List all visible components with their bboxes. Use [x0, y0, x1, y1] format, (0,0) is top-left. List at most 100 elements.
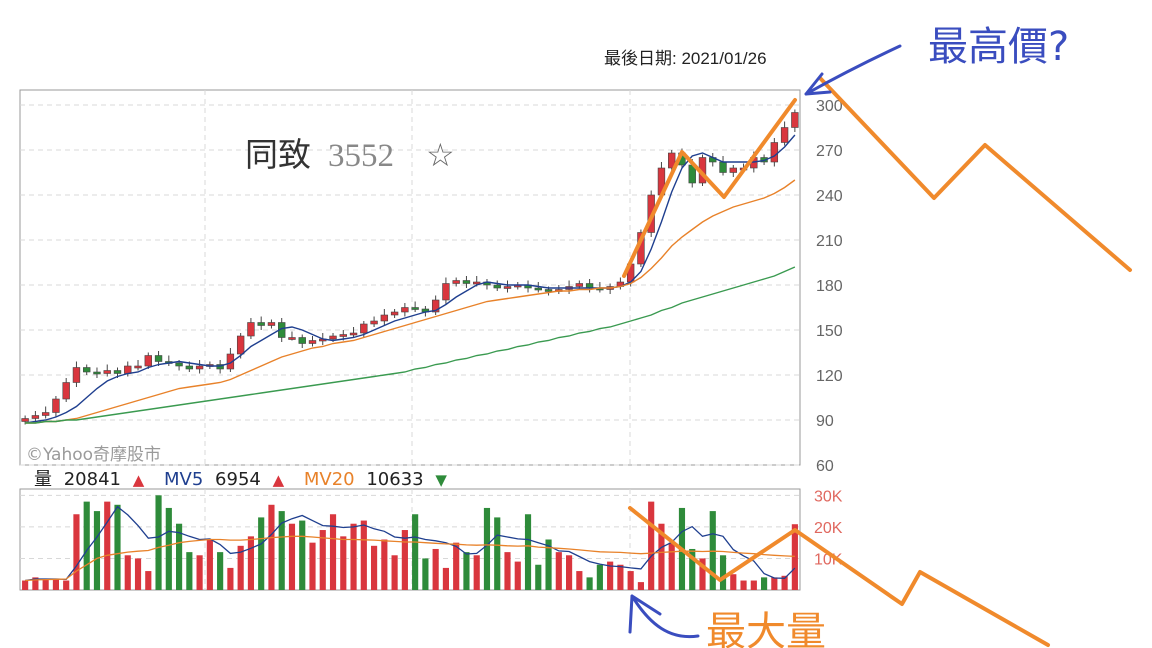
volume-bar — [381, 539, 388, 590]
volume-bar — [401, 530, 408, 590]
annotation-max-volume: 最大量 — [706, 609, 826, 648]
candle-body — [349, 332, 358, 336]
candle-body — [41, 412, 50, 416]
volume-bar — [319, 530, 326, 590]
volume-bar — [104, 501, 111, 590]
volume-bar — [709, 511, 716, 590]
volume-bar — [93, 511, 101, 590]
volume-bar — [524, 514, 532, 590]
volume-bar — [504, 552, 511, 590]
volume-bar — [555, 552, 562, 590]
volume-bar — [114, 504, 121, 590]
last-date: 最後日期: 2021/01/26 — [604, 49, 767, 68]
watermark: ©Yahoo奇摩股市 — [26, 445, 161, 465]
candle-body — [257, 322, 265, 326]
candle-body — [452, 280, 460, 284]
volume-mv20-line — [25, 535, 795, 582]
volume-bar — [288, 523, 296, 590]
candle-body — [154, 355, 163, 362]
volume-bar — [124, 555, 131, 590]
volume-bar — [750, 580, 757, 590]
candle-body — [339, 334, 347, 337]
y-tick-label: 120 — [816, 368, 843, 385]
y-tick-label: 20K — [814, 520, 843, 537]
volume-bar — [658, 523, 665, 590]
candle-body — [462, 280, 471, 284]
volume-bar — [176, 523, 183, 590]
volume-bar — [32, 577, 39, 590]
volume-bar — [761, 577, 768, 590]
volume-bar — [217, 552, 224, 590]
candle-body — [575, 283, 584, 287]
price-axis: 60 90 120 150 180 210 240 270 300 — [816, 98, 843, 475]
volume-bar — [329, 514, 337, 590]
candle-body — [267, 322, 276, 326]
candle-body — [62, 382, 70, 400]
volume-bar — [83, 501, 90, 590]
candle-body — [308, 340, 317, 344]
candle-body — [288, 337, 296, 340]
y-tick-label: 300 — [816, 98, 843, 115]
price-grid — [20, 90, 800, 466]
y-tick-label: 210 — [816, 233, 843, 250]
volume-bar — [596, 564, 603, 590]
volume-bar — [278, 511, 285, 590]
mv5-up-icon: ▲ — [273, 471, 285, 489]
volume-bar — [227, 567, 234, 590]
volume-bar — [155, 495, 162, 590]
candle-body — [144, 355, 152, 367]
volume-bar — [719, 555, 727, 590]
volume-bar — [607, 561, 614, 590]
candle-body — [175, 362, 183, 367]
stock-name: 同致 — [245, 135, 311, 174]
volume-bar — [453, 542, 460, 590]
price-panel — [19, 89, 801, 466]
volume-bar — [668, 542, 675, 590]
candle-body — [360, 323, 368, 334]
candle-body — [52, 398, 60, 413]
volume-bar — [52, 578, 59, 590]
volume-bar — [42, 578, 49, 590]
arrow-icon — [628, 594, 700, 639]
candle-body — [72, 367, 81, 383]
candle-body — [534, 287, 542, 291]
mv60-line — [25, 266, 796, 424]
volume-bar — [689, 548, 696, 590]
volume-up-icon: ▲ — [133, 471, 145, 489]
volume-bar — [442, 567, 449, 590]
volume-bar — [412, 514, 419, 590]
volume-average-lines — [25, 505, 796, 582]
candle-body — [370, 320, 378, 325]
y-tick-label: 240 — [816, 188, 843, 205]
volume-bar — [699, 558, 706, 590]
volume-bar — [617, 564, 624, 590]
volume-bar — [576, 571, 583, 590]
candle-body — [442, 283, 450, 301]
annotation-offchart-zigzag — [818, 76, 1132, 272]
candle-body — [185, 365, 194, 370]
candle-body — [329, 335, 337, 340]
volume-legend: 量 20841 ▲ MV5 6954 ▲ MV20 10633 ▼ — [34, 469, 447, 490]
arrow-icon — [804, 44, 902, 96]
y-tick-label: 90 — [816, 413, 834, 430]
mv5-line — [24, 134, 796, 424]
volume-bar — [63, 580, 70, 590]
candle-body — [719, 161, 727, 173]
volume-bar — [299, 520, 306, 590]
y-tick-label: 150 — [816, 323, 843, 340]
candle-body — [31, 415, 40, 419]
volume-bar — [237, 545, 244, 590]
mv5-label: MV5 — [164, 469, 203, 490]
candle-body — [770, 142, 779, 163]
star-icon[interactable]: ☆ — [426, 136, 455, 174]
volume-bar — [566, 555, 573, 590]
candle-body — [390, 311, 399, 316]
y-tick-label: 60 — [816, 458, 834, 475]
mv20-value: 10633 — [366, 469, 423, 490]
y-tick-label: 30K — [814, 488, 843, 505]
volume-label: 量 — [34, 469, 52, 490]
volume-bar — [145, 571, 152, 590]
candle-body — [124, 365, 132, 374]
candle-body — [503, 286, 512, 289]
